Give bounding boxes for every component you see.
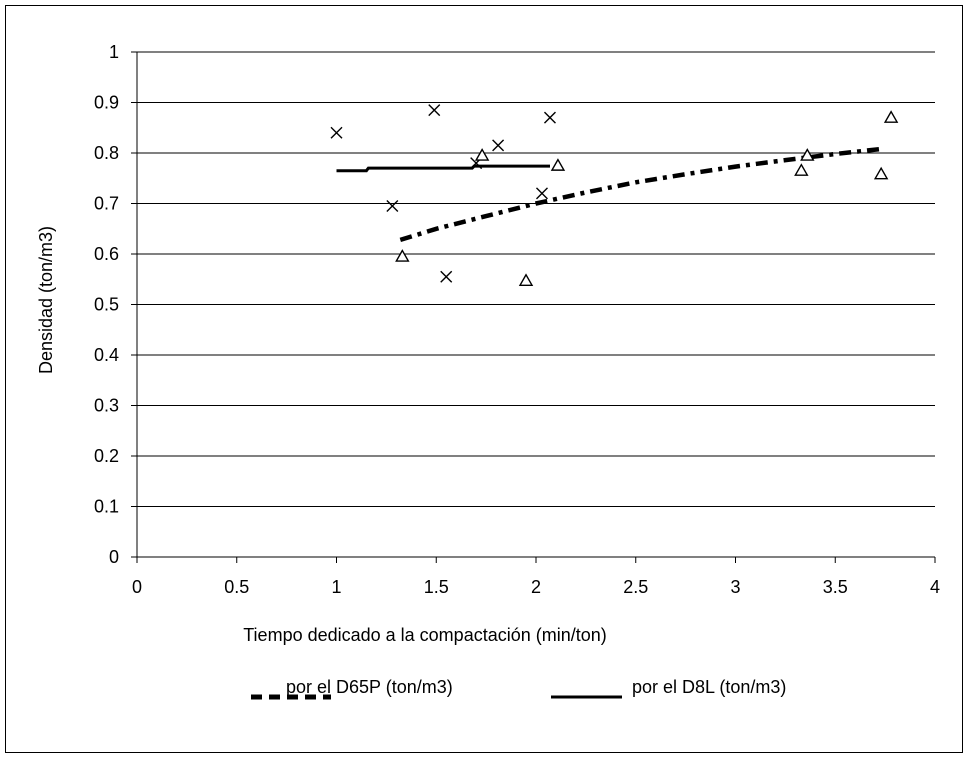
trendlines: [336, 146, 882, 243]
gridlines: [131, 51, 936, 563]
y-tick-label: 0.4: [94, 345, 119, 365]
point-triangle-marker: [395, 249, 410, 262]
x-tick-labels: 0 0.5 1 1.5 2 2.5 3 3.5 4: [132, 577, 940, 597]
trendline-d65p: [399, 146, 882, 243]
x-tick-label: 3.5: [823, 577, 848, 597]
y-tick-labels: 0 0.1 0.2 0.3 0.4 0.5 0.6 0.7 0.8 0.9 1: [94, 42, 119, 567]
point-x-marker: [492, 139, 505, 152]
x-axis-label: Tiempo dedicado a la compactación (min/t…: [243, 625, 607, 645]
point-triangle-marker: [550, 158, 566, 171]
x-tick-label: 3: [730, 577, 740, 597]
point-x-marker: [535, 187, 548, 200]
y-tick-label: 0.5: [94, 295, 119, 315]
legend-label-d8l: por el D8L (ton/m3): [632, 677, 786, 697]
point-triangle-marker: [474, 148, 490, 161]
x-tick-label: 2: [531, 577, 541, 597]
x-tick-label: 0: [132, 577, 142, 597]
point-x-marker: [386, 200, 399, 213]
y-tick-label: 0: [109, 547, 119, 567]
y-axis-label: Densidad (ton/m3): [36, 226, 56, 374]
trendline-d8l: [336, 164, 550, 173]
data-points: [330, 104, 899, 286]
point-triangle-marker: [800, 148, 815, 161]
point-triangle-marker: [518, 273, 534, 286]
point-triangle-marker: [794, 163, 809, 176]
x-tick-label: 0.5: [224, 577, 249, 597]
legend: por el D65P (ton/m3) por el D8L (ton/m3): [251, 677, 786, 700]
chart-frame: [5, 5, 963, 753]
y-tick-label: 0.1: [94, 497, 119, 517]
y-tick-label: 1: [109, 42, 119, 62]
x-tick-label: 1: [331, 577, 341, 597]
point-x-marker: [330, 126, 343, 139]
y-tick-label: 0.8: [94, 143, 119, 163]
point-x-marker: [428, 104, 441, 117]
y-tick-label: 0.9: [94, 93, 119, 113]
x-tick-label: 2.5: [623, 577, 648, 597]
x-tick-label: 1.5: [424, 577, 449, 597]
point-triangle-marker: [883, 110, 899, 123]
y-tick-label: 0.6: [94, 244, 119, 264]
point-x-marker: [543, 111, 556, 124]
point-x-marker: [440, 270, 453, 283]
axes: [136, 52, 935, 558]
legend-label-d65p: por el D65P (ton/m3): [286, 677, 453, 697]
point-triangle-marker: [873, 166, 889, 180]
y-tick-label: 0.2: [94, 446, 119, 466]
y-tick-label: 0.7: [94, 194, 119, 214]
x-tick-label: 4: [930, 577, 940, 597]
y-tick-label: 0.3: [94, 396, 119, 416]
